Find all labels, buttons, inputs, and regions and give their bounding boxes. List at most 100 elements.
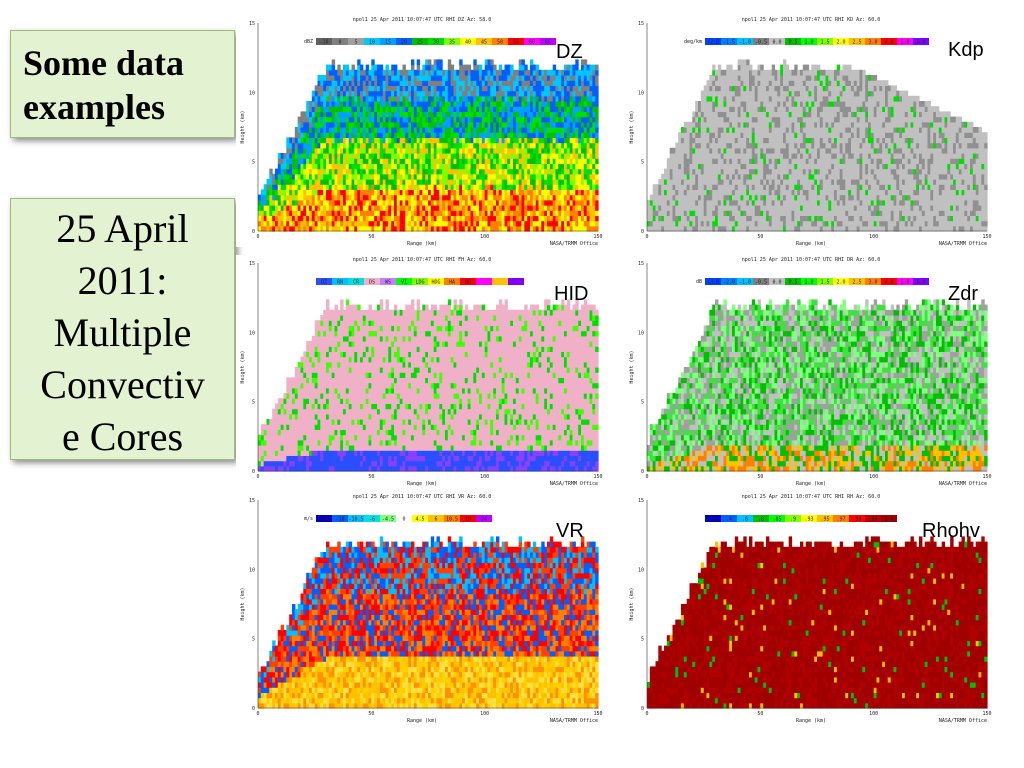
radar-cell — [703, 101, 708, 107]
radar-cell — [521, 225, 525, 232]
radar-cell — [309, 116, 313, 123]
radar-cell — [686, 215, 691, 222]
radar-cell — [286, 184, 290, 190]
radar-cell — [394, 215, 398, 222]
radar-cell — [524, 147, 528, 154]
radar-cell — [300, 121, 304, 128]
radar-cell — [734, 95, 739, 102]
radar-cell — [459, 184, 463, 190]
radar-cell — [428, 179, 432, 185]
radar-cell — [399, 116, 404, 123]
radar-cell — [709, 80, 713, 86]
radar-cell — [496, 153, 500, 159]
radar-cell — [558, 80, 562, 86]
radar-cell — [583, 137, 588, 144]
radar-cell — [569, 189, 574, 196]
radar-cell — [566, 132, 571, 138]
radar-cell — [481, 85, 486, 92]
radar-cell — [394, 64, 398, 71]
radar-cell — [343, 64, 347, 71]
radar-cell — [413, 101, 418, 107]
radar-cell — [374, 147, 378, 154]
radar-cell — [521, 85, 525, 92]
radar-cell — [524, 184, 528, 190]
radar-cell — [695, 215, 699, 222]
radar-cell — [280, 220, 285, 227]
radar-cell — [326, 179, 330, 185]
radar-cell — [757, 64, 761, 71]
radar-cell — [518, 106, 523, 112]
radar-cell — [578, 179, 582, 185]
radar-cell — [362, 179, 367, 185]
radar-cell — [326, 173, 330, 180]
radar-cell — [396, 106, 401, 112]
radar-cell — [686, 158, 691, 164]
radar-cell — [490, 158, 494, 164]
radar-cell — [510, 85, 514, 92]
radar-cell — [416, 80, 421, 86]
radar-cell — [723, 220, 727, 227]
scale-swatch — [865, 38, 881, 45]
radar-cell — [297, 184, 302, 190]
radar-cell — [399, 106, 404, 112]
radar-cell — [760, 137, 764, 144]
radar-cell — [402, 90, 406, 97]
radar-cell — [578, 101, 582, 107]
radar-cell — [320, 173, 324, 180]
radar-cell — [260, 215, 265, 222]
radar-cell — [479, 189, 483, 196]
radar-cell — [379, 163, 384, 170]
radar-cell — [732, 179, 736, 185]
radar-cell — [666, 205, 671, 211]
radar-cell — [698, 205, 702, 211]
radar-cell — [788, 205, 793, 211]
radar-cell — [379, 215, 384, 222]
radar-cell — [309, 220, 313, 227]
radar-cell — [541, 205, 545, 211]
radar-cell — [354, 199, 358, 206]
radar-cell — [343, 101, 347, 107]
radar-cell — [348, 173, 353, 180]
radar-cell — [698, 163, 702, 170]
radar-cell — [530, 121, 534, 128]
radar-cell — [362, 95, 367, 102]
radar-cell — [717, 75, 722, 81]
radar-cell — [672, 215, 676, 222]
radar-cell — [405, 80, 409, 86]
radar-cell — [487, 95, 491, 102]
radar-cell — [479, 85, 483, 92]
radar-cell — [647, 199, 651, 206]
radar-cell — [734, 220, 739, 227]
scale-unit: dBZ — [304, 39, 313, 45]
radar-cell — [558, 116, 562, 123]
radar-cell — [771, 147, 776, 154]
radar-cell — [360, 127, 364, 133]
radar-cell — [666, 220, 671, 227]
radar-cell — [678, 194, 682, 201]
radar-cell — [345, 194, 350, 201]
radar-cell — [575, 205, 579, 211]
radar-cell — [794, 101, 798, 107]
radar-cell — [462, 153, 466, 159]
x-tick-label: 150 — [593, 234, 602, 240]
radar-cell — [515, 106, 520, 112]
radar-cell — [547, 75, 551, 81]
radar-cell — [343, 147, 347, 154]
radar-cell — [521, 168, 525, 175]
radar-cell — [797, 194, 801, 201]
radar-cell — [314, 127, 319, 133]
radar-cell — [757, 127, 761, 133]
radar-cell — [326, 210, 330, 216]
radar-cell — [481, 127, 486, 133]
radar-cell — [595, 147, 599, 154]
radar-cell — [303, 168, 307, 175]
radar-cell — [729, 153, 733, 159]
radar-cell — [411, 121, 415, 128]
radar-cell — [496, 210, 500, 216]
radar-cell — [777, 205, 781, 211]
radar-cell — [780, 116, 784, 123]
radar-cell — [547, 215, 551, 222]
radar-cell — [464, 210, 469, 216]
radar-cell — [689, 194, 693, 201]
radar-cell — [717, 85, 722, 92]
